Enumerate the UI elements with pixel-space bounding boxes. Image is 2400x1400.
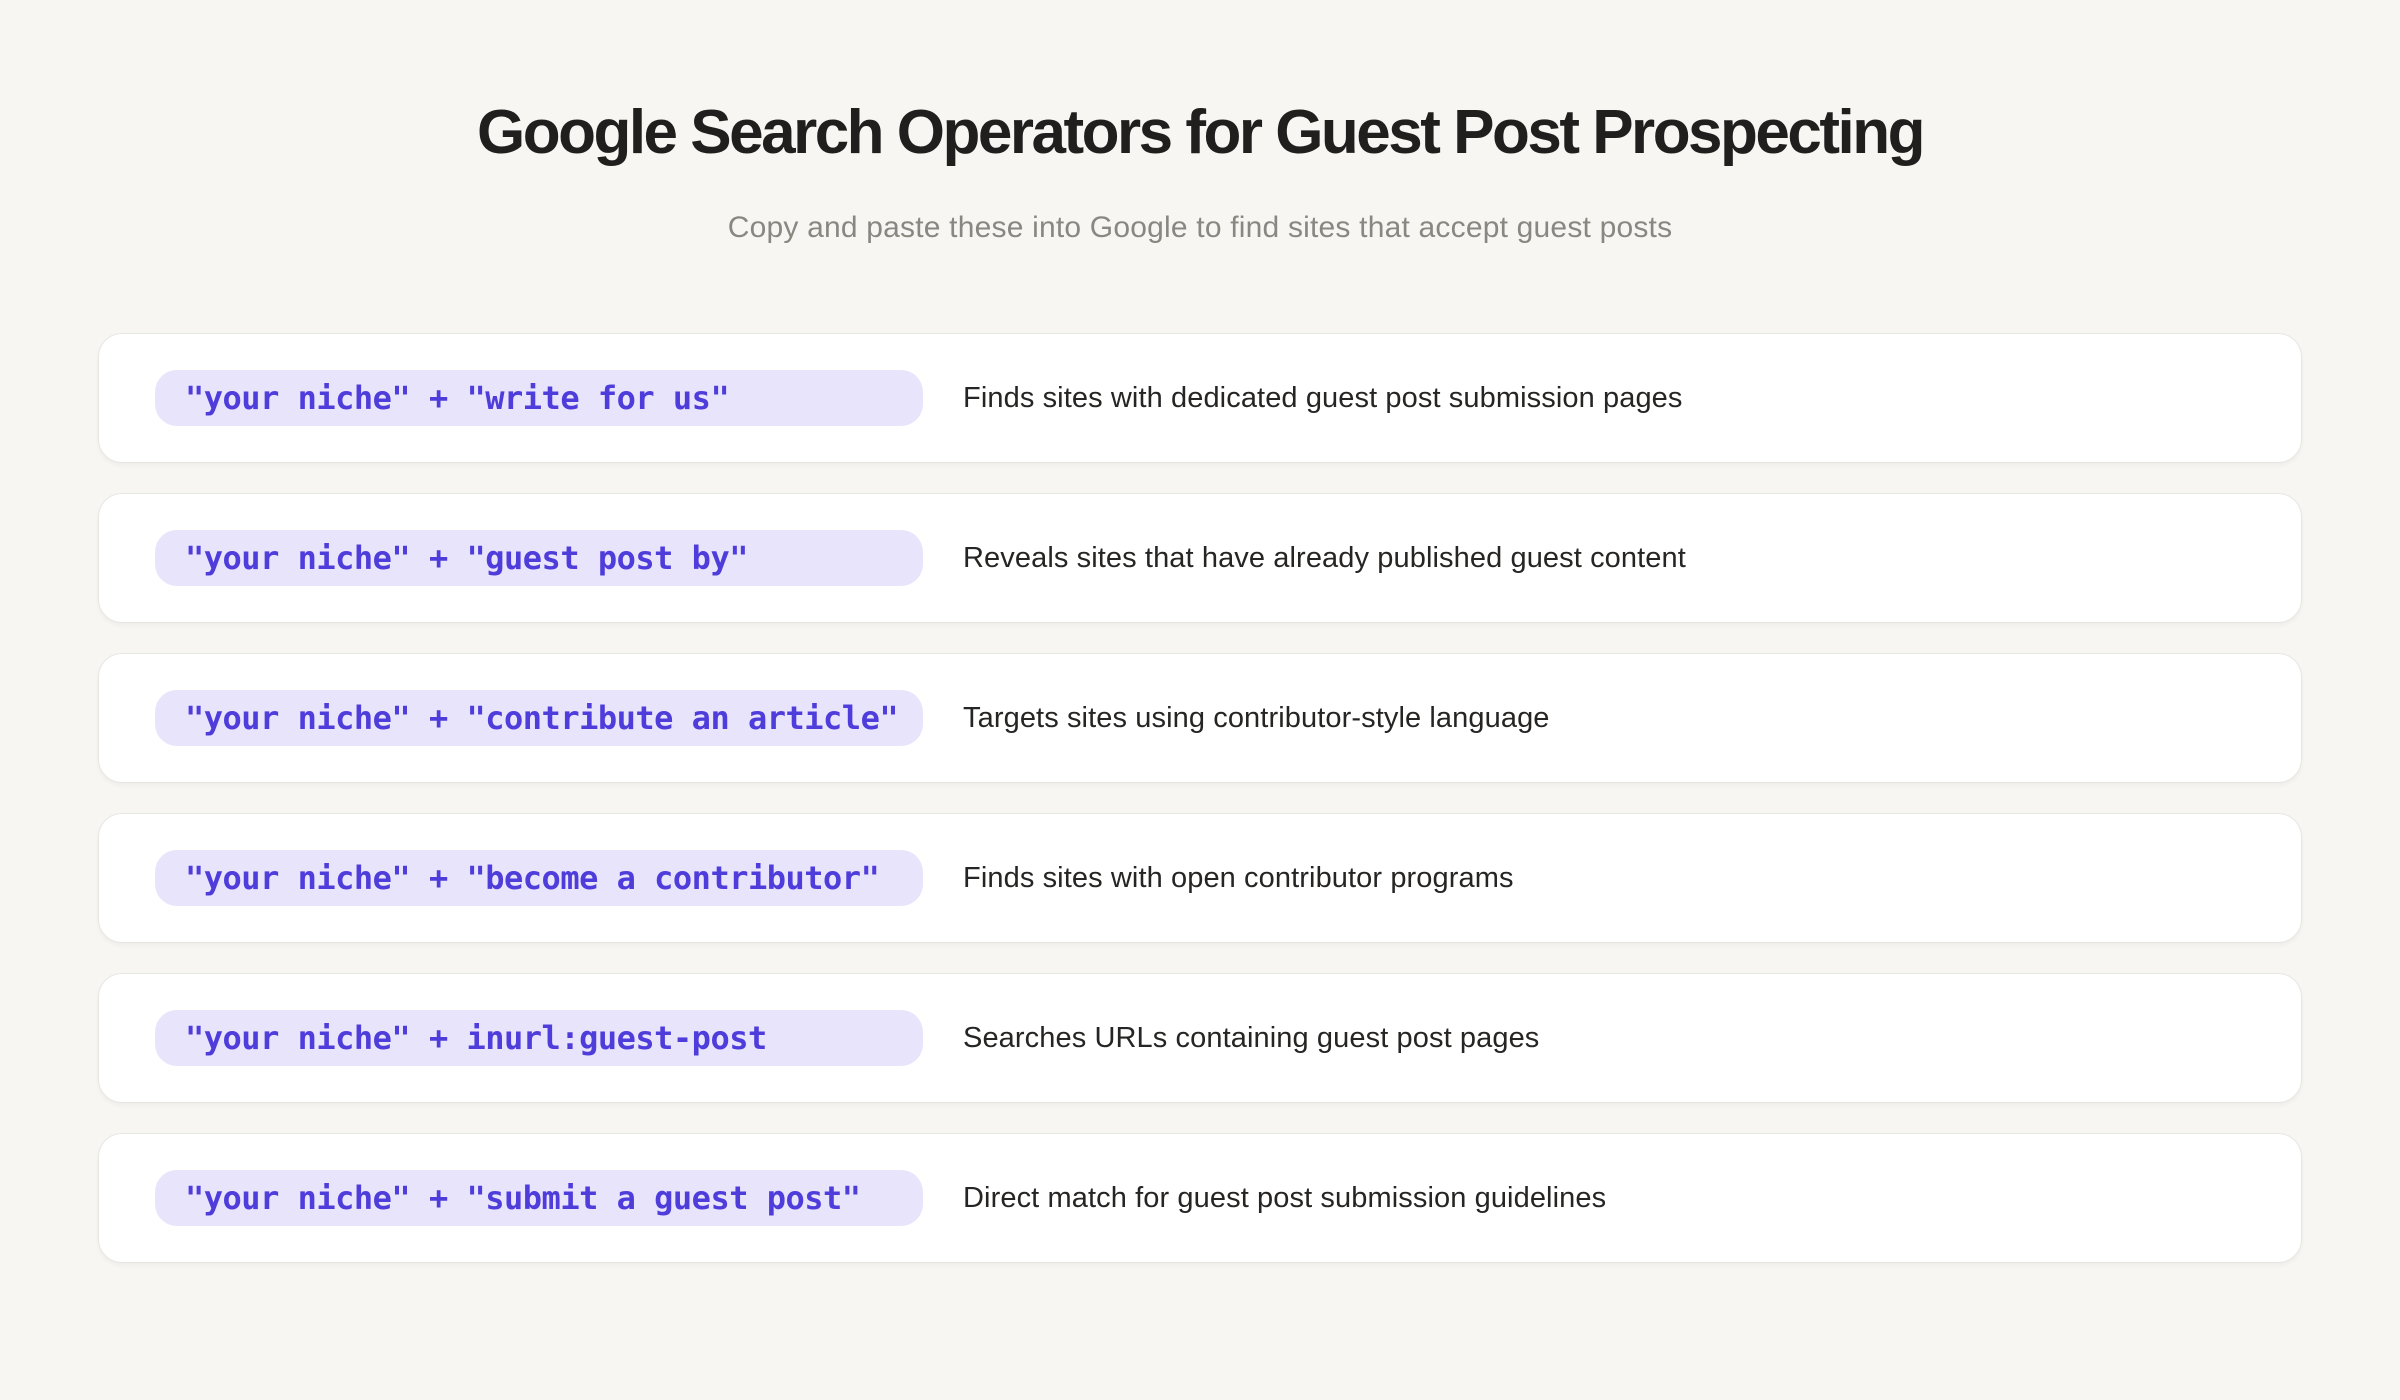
operator-row: "your niche" + "contribute an article" T… — [98, 653, 2302, 784]
operator-description: Targets sites using contributor-style la… — [963, 701, 1550, 734]
operator-description: Direct match for guest post submission g… — [963, 1181, 1607, 1214]
operator-query-text: "your niche" + "write for us" — [185, 379, 730, 418]
operator-query-pill: "your niche" + inurl:guest-post — [155, 1010, 923, 1067]
operator-query-pill: "your niche" + "guest post by" — [155, 530, 923, 587]
operator-query-text: "your niche" + "become a contributor" — [185, 859, 880, 898]
operator-description: Searches URLs containing guest post page… — [963, 1021, 1540, 1054]
operator-query-pill: "your niche" + "submit a guest post" — [155, 1170, 923, 1227]
operator-description: Finds sites with dedicated guest post su… — [963, 381, 1683, 414]
operator-query-pill: "your niche" + "become a contributor" — [155, 850, 923, 907]
operator-query-pill: "your niche" + "write for us" — [155, 370, 923, 427]
page-title: Google Search Operators for Guest Post P… — [476, 98, 1926, 167]
operator-row: "your niche" + "submit a guest post" Dir… — [98, 1133, 2302, 1264]
operator-description: Reveals sites that have already publishe… — [963, 541, 1686, 574]
operator-query-text: "your niche" + inurl:guest-post — [185, 1019, 767, 1058]
operator-description: Finds sites with open contributor progra… — [963, 861, 1514, 894]
operator-query-pill: "your niche" + "contribute an article" — [155, 690, 923, 747]
operator-row: "your niche" + "write for us" Finds site… — [98, 333, 2302, 464]
operator-row: "your niche" + "guest post by" Reveals s… — [98, 493, 2302, 624]
operator-query-text: "your niche" + "guest post by" — [185, 539, 748, 578]
page-header: Google Search Operators for Guest Post P… — [0, 0, 2400, 245]
operator-list: "your niche" + "write for us" Finds site… — [98, 333, 2302, 1264]
page-subtitle: Copy and paste these into Google to find… — [727, 211, 1673, 245]
operator-row: "your niche" + inurl:guest-post Searches… — [98, 973, 2302, 1104]
operator-query-text: "your niche" + "submit a guest post" — [185, 1179, 861, 1218]
operator-row: "your niche" + "become a contributor" Fi… — [98, 813, 2302, 944]
operator-query-text: "your niche" + "contribute an article" — [185, 699, 899, 738]
